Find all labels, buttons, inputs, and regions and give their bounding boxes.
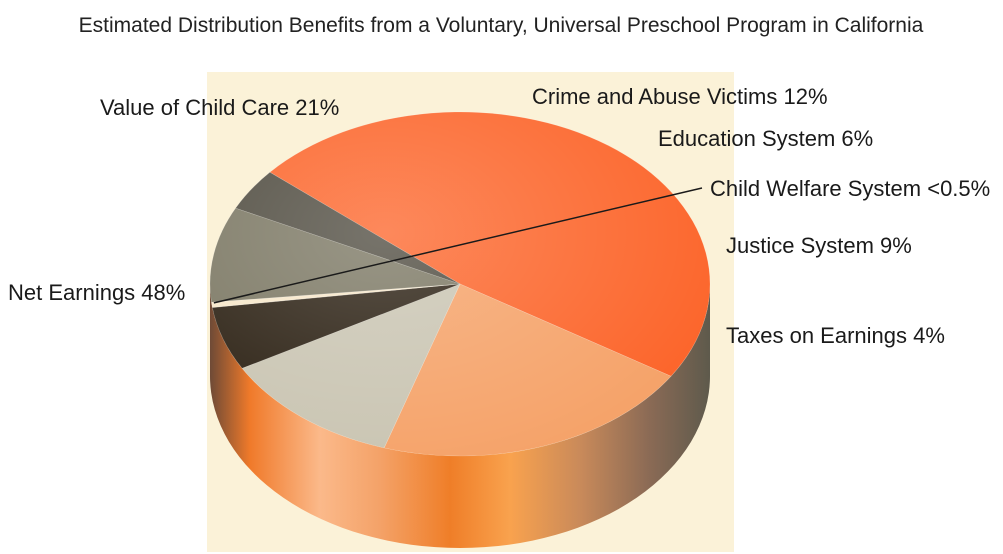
- pie-slices: [209, 111, 711, 457]
- pie-labels: Net Earnings 48% Value of Child Care 21% C…: [8, 84, 990, 348]
- slice-label-education-system: Education System 6%: [658, 126, 873, 151]
- chart-title: Estimated Distribution Benefits from a V…: [79, 14, 924, 37]
- slice-label-crime-and-abuse-victims: Crime and Abuse Victims 12%: [532, 84, 828, 109]
- slice-label-child-welfare-system: Child Welfare System <0.5%: [710, 176, 990, 201]
- slice-label-taxes-on-earnings: Taxes on Earnings 4%: [726, 323, 945, 348]
- slice-label-net-earnings: Net Earnings 48%: [8, 280, 185, 305]
- pie-side-wall: [210, 284, 710, 548]
- pie-side-surface: [210, 284, 710, 548]
- pie-top-sheen: [210, 112, 710, 456]
- slice-label-value-of-child-care: Value of Child Care 21%: [100, 95, 339, 120]
- slice-label-justice-system: Justice System 9%: [726, 233, 912, 258]
- child-welfare-leader-line: [213, 187, 703, 304]
